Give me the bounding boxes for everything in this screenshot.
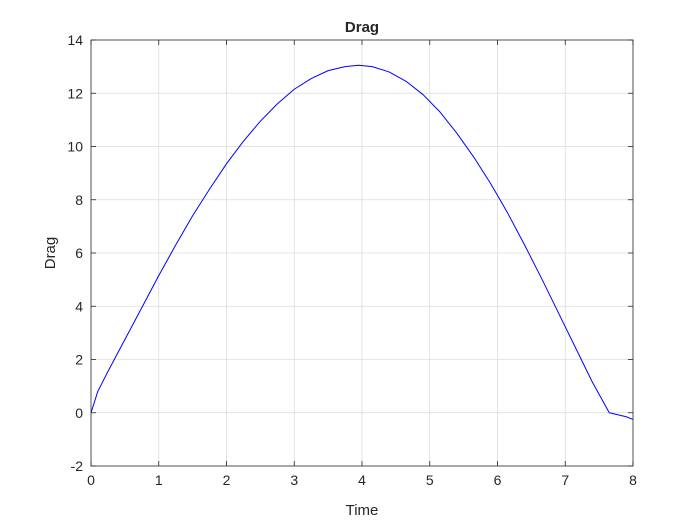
x-tick-labels: 0 1 2 3 4 5 6 7 8 <box>87 472 637 488</box>
y-tick-label: 12 <box>67 85 83 101</box>
chart-title: Drag <box>345 19 379 36</box>
x-tick-label: 4 <box>358 472 366 488</box>
x-tick-label: 1 <box>155 472 163 488</box>
series-layer <box>90 64 634 420</box>
tick-marks <box>90 39 634 467</box>
x-tick-label: 8 <box>629 472 637 488</box>
x-axis-label: Time <box>346 502 379 519</box>
y-tick-label: 8 <box>75 192 83 208</box>
drag-line-series <box>90 64 634 420</box>
x-tick-label: 7 <box>561 472 569 488</box>
y-tick-label: -2 <box>71 458 84 474</box>
x-tick-label: 0 <box>87 472 95 488</box>
x-tick-label: 5 <box>426 472 434 488</box>
y-axis-label: Drag <box>42 237 59 270</box>
x-tick-label: 6 <box>494 472 502 488</box>
grid-lines <box>91 40 633 466</box>
x-tick-label: 2 <box>223 472 231 488</box>
y-tick-label: 14 <box>67 32 83 48</box>
y-tick-label: 4 <box>75 298 83 314</box>
x-tick-label: 3 <box>290 472 298 488</box>
y-tick-label: 6 <box>75 245 83 261</box>
y-tick-label: 0 <box>75 405 83 421</box>
y-tick-labels: -2 0 2 4 6 8 10 12 14 <box>67 32 83 474</box>
y-tick-label: 2 <box>75 352 83 368</box>
y-tick-label: 10 <box>67 139 83 155</box>
